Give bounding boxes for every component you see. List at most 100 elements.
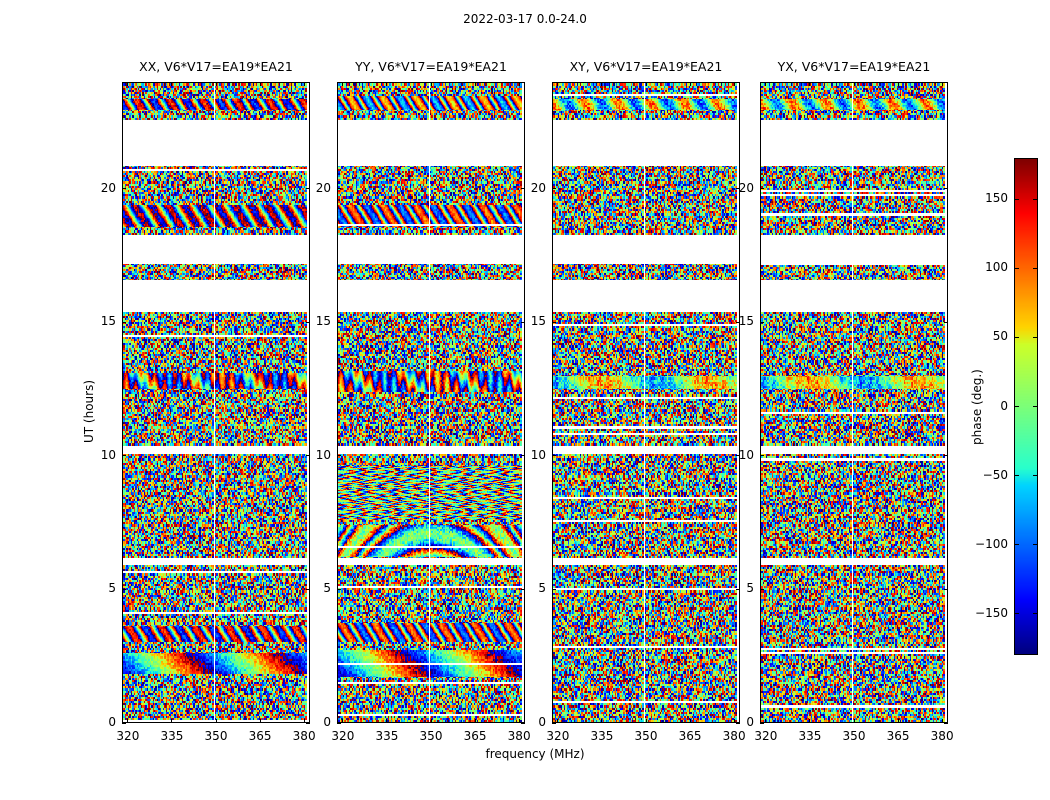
x-tickmark [386,719,388,723]
x-tick-label: 335 [798,729,822,743]
y-tickmark [760,722,764,724]
x-tick-label: 320 [546,729,570,743]
x-tickmark [853,82,855,86]
y-tickmark [760,321,764,323]
x-tickmark [127,719,129,723]
x-tickmark [765,719,767,723]
y-tickmark [337,321,341,323]
y-tickmark [337,188,341,190]
y-tickmark [944,188,948,190]
y-tickmark [521,588,525,590]
y-tick-label: 10 [100,447,116,462]
x-tickmark [303,719,305,723]
x-tick-label: 335 [375,729,399,743]
x-tickmark [897,82,899,86]
colorbar-label: phase (deg.) [970,368,984,445]
y-tickmark [552,188,556,190]
y-tickmark [944,588,948,590]
y-tick-label: 0 [323,715,331,729]
y-tickmark [944,321,948,323]
colorbar-tickmark [1033,544,1038,546]
colorbar-tickmark [1014,406,1019,407]
x-axis-label: frequency (MHz) [485,747,585,761]
x-tickmark [474,719,476,723]
x-tickmark [941,82,943,86]
x-tickmark [518,82,520,86]
y-tickmark [552,321,556,323]
panel-yx[interactable] [760,82,948,723]
x-tick-label: 380 [292,729,316,743]
x-tick-label: 365 [886,729,910,743]
y-tickmark [736,321,740,323]
panel-xy-title: XY, V6*V17=EA19*EA21 [569,59,723,74]
y-tickmark [521,722,525,724]
y-tickmark [736,188,740,190]
y-tickmark [736,722,740,724]
y-tick-label: 0 [108,715,116,729]
x-tickmark [557,82,559,86]
y-tick-label: 5 [538,581,546,596]
panel-xx[interactable] [122,82,310,723]
x-tickmark [127,82,129,86]
x-tickmark [259,82,261,86]
y-tickmark [306,455,310,457]
panel-xy[interactable] [552,82,740,723]
y-tickmark [760,188,764,190]
y-tickmark [337,588,341,590]
x-tickmark [765,82,767,86]
x-tick-label: 335 [160,729,184,743]
x-tick-label: 350 [419,729,443,743]
y-tick-label: 10 [738,447,754,462]
x-tickmark [557,719,559,723]
x-tick-label: 380 [507,729,531,743]
x-tick-label: 320 [754,729,778,743]
x-tick-label: 320 [331,729,355,743]
colorbar-gradient [1015,159,1037,654]
colorbar-tickmark [1033,475,1038,477]
phase-waterfall-image [123,83,309,722]
x-tickmark [386,82,388,86]
x-tickmark [303,82,305,86]
x-tickmark [689,82,691,86]
y-tickmark [122,188,126,190]
x-tickmark [171,719,173,723]
y-tickmark [306,722,310,724]
y-tickmark [552,455,556,457]
x-tick-label: 365 [248,729,272,743]
x-tickmark [897,719,899,723]
colorbar-tickmark [1033,267,1038,269]
y-tick-label: 0 [538,715,546,729]
y-axis-label: UT (hours) [82,379,96,443]
colorbar-tick-label: −150 [975,605,1008,620]
figure-suptitle: 2022-03-17 0.0-24.0 [463,12,587,26]
x-tickmark [474,82,476,86]
colorbar-tick-label: 100 [985,260,1008,275]
x-tickmark [259,719,261,723]
y-tickmark [760,588,764,590]
x-tickmark [215,82,217,86]
y-tickmark [306,321,310,323]
x-tickmark [809,82,811,86]
x-tick-label: 380 [930,729,954,743]
x-tick-label: 365 [678,729,702,743]
colorbar-tickmark [1014,613,1019,615]
colorbar-tickmark [1014,198,1019,200]
panel-yy[interactable] [337,82,525,723]
y-tickmark [521,321,525,323]
y-tick-label: 20 [100,180,116,195]
y-tickmark [736,588,740,590]
x-tickmark [733,82,735,86]
y-tickmark [552,588,556,590]
panel-xx-title: XX, V6*V17=EA19*EA21 [139,59,293,74]
y-tick-label: 10 [315,447,331,462]
x-tickmark [171,82,173,86]
x-tickmark [601,719,603,723]
x-tickmark [853,719,855,723]
x-tickmark [342,82,344,86]
colorbar-tickmark [1033,198,1038,200]
x-tickmark [809,719,811,723]
colorbar-tickmark [1014,475,1019,477]
colorbar-tick-label: 0 [1000,398,1008,413]
y-tickmark [306,188,310,190]
